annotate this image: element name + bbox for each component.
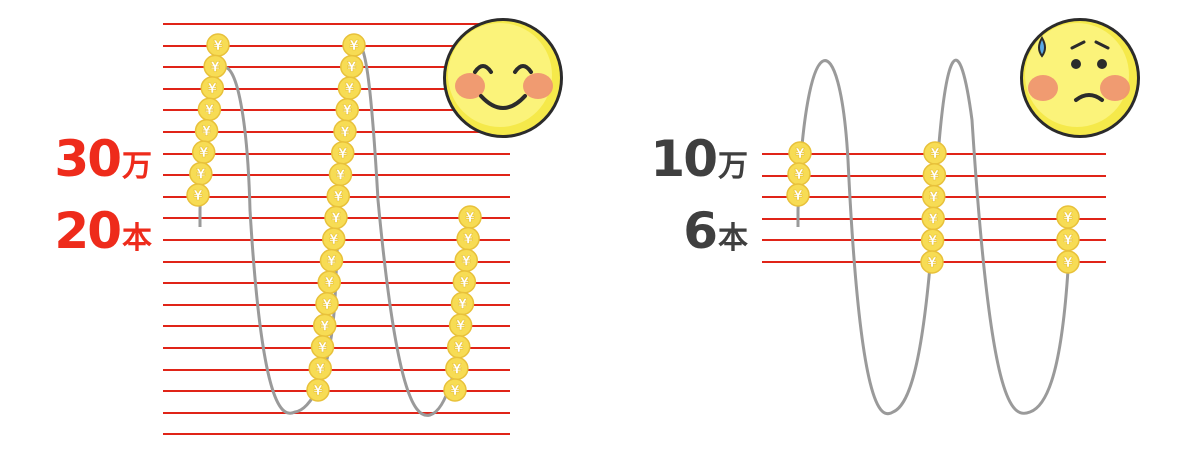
svg-text:¥: ¥ — [460, 276, 469, 291]
right-count-unit: 本 — [718, 221, 748, 256]
svg-text:¥: ¥ — [313, 384, 322, 399]
svg-text:¥: ¥ — [464, 233, 473, 248]
svg-text:¥: ¥ — [1063, 234, 1072, 249]
right-coin-stacks: ¥ ¥ ¥ ¥ ¥ ¥ ¥ ¥ ¥ ¥ ¥ ¥ — [786, 141, 1080, 274]
left-coin: ¥ — [443, 378, 467, 402]
svg-text:¥: ¥ — [794, 168, 803, 183]
svg-text:¥: ¥ — [318, 341, 327, 356]
left-coin: ¥ — [313, 313, 337, 338]
right-coin: ¥ — [1056, 250, 1080, 274]
right-coin: ¥ — [923, 141, 947, 165]
svg-text:¥: ¥ — [327, 255, 336, 270]
svg-text:¥: ¥ — [211, 60, 220, 75]
right-amount-unit: 万 — [718, 149, 748, 184]
svg-text:¥: ¥ — [340, 125, 349, 140]
svg-text:¥: ¥ — [465, 211, 474, 226]
left-coin: ¥ — [306, 378, 330, 402]
left-coin: ¥ — [333, 119, 357, 143]
svg-text:¥: ¥ — [213, 39, 222, 54]
left-coin: ¥ — [186, 183, 210, 207]
svg-text:¥: ¥ — [193, 189, 202, 204]
left-coin: ¥ — [315, 292, 339, 316]
svg-text:¥: ¥ — [1063, 256, 1072, 271]
svg-text:¥: ¥ — [329, 233, 338, 248]
svg-text:¥: ¥ — [345, 82, 354, 97]
svg-text:¥: ¥ — [450, 384, 459, 399]
left-coin: ¥ — [200, 76, 225, 100]
right-count-value: 6 — [683, 202, 718, 260]
svg-text:¥: ¥ — [795, 147, 804, 162]
svg-text:¥: ¥ — [929, 212, 938, 227]
svg-text:¥: ¥ — [316, 362, 325, 377]
left-coin-stacks: ¥ ¥ ¥ ¥ ¥ ¥ ¥ ¥ ¥ ¥ ¥ ¥ ¥ ¥ ¥ ¥ ¥ ¥ ¥ ¥ ¥ ¥ ¥ ¥ ¥ ¥ ¥ ¥ ¥ ¥ ¥ ¥ ¥ ¥ — [186, 33, 482, 402]
left-coin: ¥ — [203, 54, 227, 79]
right-coin: ¥ — [788, 141, 812, 165]
right-coin: ¥ — [1056, 227, 1080, 252]
svg-text:¥: ¥ — [202, 125, 211, 140]
right-coin: ¥ — [920, 228, 945, 252]
svg-text:¥: ¥ — [205, 103, 214, 118]
left-coin: ¥ — [324, 205, 348, 230]
svg-text:¥: ¥ — [331, 212, 340, 227]
left-coin: ¥ — [342, 33, 366, 57]
right-amount-value: 10 — [650, 130, 718, 188]
svg-text:¥: ¥ — [793, 189, 802, 204]
svg-text:¥: ¥ — [336, 168, 345, 183]
svg-text:¥: ¥ — [196, 168, 205, 183]
svg-text:¥: ¥ — [927, 256, 936, 271]
svg-text:¥: ¥ — [199, 146, 208, 161]
left-coin: ¥ — [206, 33, 230, 57]
left-coin: ¥ — [194, 118, 219, 143]
right-amount-label: 10万 — [630, 134, 748, 184]
left-coin: ¥ — [450, 291, 475, 316]
right-coin: ¥ — [922, 163, 947, 187]
right-coin: ¥ — [921, 206, 945, 231]
left-amount-label: 30万 — [30, 134, 152, 184]
svg-text:¥: ¥ — [320, 319, 329, 334]
left-count-value: 20 — [54, 202, 122, 260]
right-coin: ¥ — [922, 184, 946, 209]
svg-text:¥: ¥ — [462, 254, 471, 269]
left-amount-value: 30 — [54, 130, 122, 188]
left-coin: ¥ — [328, 162, 353, 187]
right-coin: ¥ — [787, 162, 811, 186]
svg-text:¥: ¥ — [456, 319, 465, 334]
svg-text:¥: ¥ — [1063, 211, 1072, 226]
right-coin: ¥ — [1056, 205, 1080, 229]
svg-text:¥: ¥ — [338, 147, 347, 162]
left-count-label: 20本 — [30, 206, 152, 256]
svg-text:¥: ¥ — [349, 39, 358, 54]
svg-text:¥: ¥ — [208, 82, 217, 97]
svg-text:¥: ¥ — [325, 276, 334, 291]
right-coin: ¥ — [920, 250, 944, 274]
svg-text:¥: ¥ — [452, 362, 461, 377]
left-count-unit: 本 — [122, 221, 152, 256]
worried-face-icon — [1020, 18, 1140, 138]
left-diagram: ¥ ¥ ¥ ¥ ¥ ¥ ¥ ¥ ¥ ¥ ¥ ¥ ¥ ¥ ¥ ¥ ¥ ¥ ¥ ¥ ¥ ¥ ¥ ¥ ¥ ¥ ¥ ¥ ¥ ¥ ¥ ¥ ¥ ¥ — [163, 18, 563, 435]
svg-text:¥: ¥ — [347, 61, 356, 76]
happy-face-icon — [443, 18, 563, 138]
left-coin: ¥ — [458, 205, 482, 229]
left-amount-unit: 万 — [122, 149, 152, 184]
right-count-label: 6本 — [630, 206, 748, 256]
svg-text:¥: ¥ — [454, 341, 463, 356]
left-panel: ¥ ¥ ¥ ¥ ¥ ¥ ¥ ¥ ¥ ¥ ¥ ¥ ¥ ¥ ¥ ¥ ¥ ¥ ¥ ¥ ¥ ¥ ¥ ¥ ¥ ¥ ¥ ¥ ¥ ¥ ¥ ¥ ¥ ¥ 30万 2… — [30, 18, 563, 435]
svg-text:¥: ¥ — [322, 298, 331, 313]
right-coin: ¥ — [786, 183, 810, 207]
svg-text:¥: ¥ — [930, 169, 939, 184]
svg-text:¥: ¥ — [343, 104, 352, 119]
svg-text:¥: ¥ — [928, 234, 937, 249]
svg-text:¥: ¥ — [334, 190, 343, 205]
svg-text:¥: ¥ — [929, 191, 938, 206]
svg-text:¥: ¥ — [930, 147, 939, 162]
svg-text:¥: ¥ — [458, 298, 467, 313]
left-coin: ¥ — [326, 184, 350, 208]
